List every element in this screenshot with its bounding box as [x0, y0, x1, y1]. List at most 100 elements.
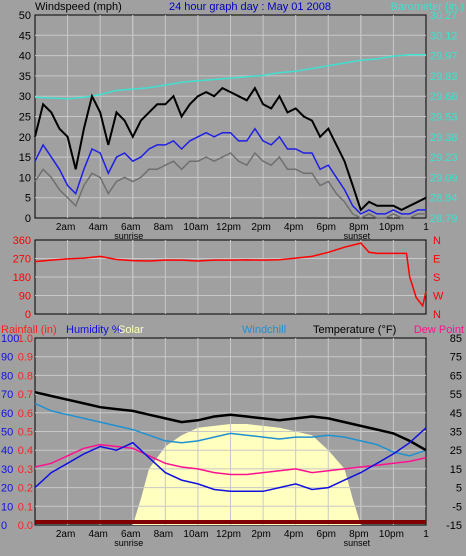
windspeed-tick: 15	[19, 152, 31, 164]
temperature-tick: 55	[450, 389, 462, 401]
windavg-line	[34, 127, 426, 215]
windspeed-tick: 25	[19, 112, 31, 124]
windspeed-tick: 50	[19, 10, 31, 22]
barometer-tick: 29.53	[430, 112, 458, 124]
windspeed-line	[34, 86, 427, 212]
humidity-tick: 50	[1, 427, 13, 439]
x-tick-label: 4pm	[284, 222, 303, 233]
barometer-tick: 29.38	[430, 132, 458, 144]
temp-panel-axes: 0 10 20 30 40 50 60 70 80 90 100 0.0 0.1 0.2 0.3 0.4 0.5…	[1, 333, 462, 548]
barometer-axis-label: Barometer (in.)	[391, 1, 464, 13]
temp-humidity-panel: 0 10 20 30 40 50 60 70 80 90 100 0.0 0.1 0.2 0.3 0.4 0.5…	[1, 324, 464, 548]
x-tick-label: 6pm	[317, 222, 336, 233]
barometer-tick: 29.83	[430, 71, 458, 83]
barometer-tick: 29.09	[430, 172, 458, 184]
x-tick-label: 2am	[56, 222, 75, 233]
x-tick-label: 8am	[154, 222, 173, 233]
x-tick-label: 10pm	[379, 222, 404, 233]
legend-humidity: Humidity %	[66, 324, 122, 336]
rainfall-tick: 0.8	[18, 370, 33, 382]
x-tick-label: 4pm	[284, 529, 303, 540]
barometer-tick: 29.23	[430, 152, 458, 164]
x-tick-label: 10am	[183, 529, 208, 540]
sunrise-label: sunrise	[114, 538, 143, 548]
x-tick-label: 4am	[88, 529, 107, 540]
x-tick-label: 12pm	[216, 529, 241, 540]
barometer-tick: 28.79	[430, 213, 458, 225]
windspeed-tick: 20	[19, 132, 31, 144]
temperature-tick: 15	[450, 464, 462, 476]
temperature-tick: 35	[450, 427, 462, 439]
x-tick-label: 8pm	[349, 529, 368, 540]
x-tick-label: 8am	[154, 529, 173, 540]
winddir-line	[34, 242, 427, 308]
winddir-compass-tick: N	[433, 309, 441, 321]
x-tick-label: 2pm	[251, 529, 270, 540]
temperature-tick: -5	[452, 501, 462, 513]
rainfall-tick: 0.1	[18, 501, 33, 513]
humidity-tick: 100	[1, 333, 19, 345]
legend-dewpoint: Dew Point	[414, 324, 464, 336]
legend-solar: Solar	[118, 324, 144, 336]
rainfall-tick: 0.4	[18, 445, 33, 457]
temp-panel-series	[34, 390, 427, 493]
x-end-tick: 1	[423, 222, 429, 233]
windspeed-tick: 30	[19, 91, 31, 103]
dewpoint-line	[34, 443, 427, 476]
legend-windchill: Windchill	[242, 324, 286, 336]
windspeed-tick: 5	[25, 193, 31, 205]
humidity-tick: 40	[1, 445, 13, 457]
rainfall-tick: 0.5	[18, 427, 33, 439]
windchill-line	[34, 402, 427, 457]
barometer-tick: 30.27	[430, 10, 458, 22]
graph-title: 24 hour graph day : May 01 2008	[169, 1, 331, 13]
legend-rainfall: Rainfall (in)	[1, 324, 57, 336]
winddir-degree-tick: 270	[13, 254, 31, 266]
barometer-tick: 30.12	[430, 30, 458, 42]
windspeed-tick: 40	[19, 51, 31, 63]
rainfall-tick: 1.0	[18, 333, 33, 345]
humidity-tick: 0	[1, 520, 7, 532]
windspeed-tick: 45	[19, 30, 31, 42]
uv-baseline-bar	[35, 520, 426, 524]
temperature-tick: 85	[450, 333, 462, 345]
x-tick-label: 2am	[56, 529, 75, 540]
wind-panel-axes: 0 5 10 15 20 25 30 35 40 45 50 28.79 28.94 29.09 29.23…	[19, 10, 458, 241]
rainfall-tick: 0.0	[18, 520, 33, 532]
x-tick-label: 10am	[183, 222, 208, 233]
humidity-tick: 10	[1, 501, 13, 513]
winddir-degree-tick: 90	[19, 291, 31, 303]
rainfall-tick: 0.6	[18, 408, 33, 420]
x-tick-label: 6am	[121, 529, 140, 540]
winddir-panel-grid	[35, 240, 426, 314]
humidity-tick: 30	[1, 464, 13, 476]
winddir-degree-tick: 180	[13, 272, 31, 284]
sunset-label: sunset	[344, 231, 371, 241]
humidity-tick: 20	[1, 483, 13, 495]
x-tick-label: 6am	[121, 222, 140, 233]
temperature-tick: -15	[446, 520, 462, 532]
rainfall-tick: 0.2	[18, 483, 33, 495]
barometer-tick: 29.97	[430, 51, 458, 63]
x-end-tick: 1	[423, 529, 429, 540]
windspeed-tick: 35	[19, 71, 31, 83]
windspeed-tick: 0	[25, 213, 31, 225]
humidity-tick: 60	[1, 408, 13, 420]
wind-baro-panel: 0 5 10 15 20 25 30 35 40 45 50 28.79 28.94 29.09 29.23…	[19, 1, 464, 241]
barometer-line	[34, 54, 426, 100]
windspeed-axis-label: Windspeed (mph)	[35, 1, 122, 13]
barometer-tick: 28.94	[430, 193, 458, 205]
temperature-tick: 45	[450, 408, 462, 420]
x-tick-label: 12pm	[216, 222, 241, 233]
humidity-tick: 70	[1, 389, 13, 401]
winddir-compass-tick: W	[433, 291, 444, 303]
temperature-tick: 25	[450, 445, 462, 457]
humidity-tick: 80	[1, 370, 13, 382]
wind-panel-series	[34, 54, 427, 219]
temperature-tick: 75	[450, 352, 462, 364]
temperature-tick: 65	[450, 370, 462, 382]
winddir-compass-tick: E	[433, 254, 440, 266]
temperature-line	[34, 390, 427, 452]
winddir-panel-series	[34, 242, 427, 308]
